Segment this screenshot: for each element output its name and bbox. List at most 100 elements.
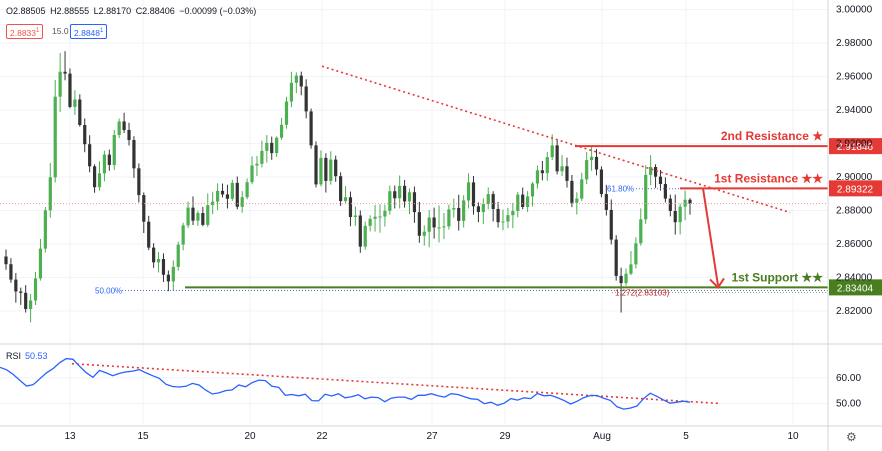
level-label: 1st Resistance ★★ [714,171,823,185]
candle-body [683,199,687,207]
candle-body [545,157,549,174]
candle-body [496,208,500,223]
candle-body [462,200,466,221]
candle-body [353,215,357,218]
candle-body [476,206,481,212]
candle-body [107,154,111,165]
time-tick-label: Aug [593,431,611,442]
candle-body [68,73,72,107]
candle-body [673,210,677,223]
candle-body [624,273,628,284]
candle-body [38,248,43,279]
candle-body [156,259,161,263]
candle-body [191,207,195,221]
candle-body [658,176,663,185]
settings-icon[interactable]: ⚙ [846,430,857,444]
candle-body [580,179,584,199]
candle-body [530,183,535,197]
candle-body [127,129,131,141]
candle-body [432,217,436,228]
candle-body [629,264,633,274]
candle-body [649,166,653,175]
candle-body [427,217,431,232]
candle-body [653,166,658,177]
candle-body [329,159,333,181]
candle-body [48,177,52,211]
candle-body [422,231,426,236]
overlays: 50.00% 61.80% 1.272(2.83103) 2nd Resistance… [0,65,882,405]
candle-body [594,156,599,170]
time-tick-label: 29 [499,431,511,442]
bid-chip[interactable]: 2.88331 [6,24,44,39]
candle-body [260,150,264,164]
candle-body [599,169,604,195]
price-tick-label: 2.92000 [836,139,873,150]
candle-body [339,176,343,202]
candle-body [570,180,574,203]
candle-body [491,194,495,209]
price-tick-label: 2.82000 [836,306,873,317]
candle-body [324,157,328,181]
candle-body [73,99,77,107]
price-tick-label: 2.96000 [836,72,873,83]
candle-body [24,292,28,310]
candle-body [393,191,397,199]
price-tick-label: 2.88000 [836,205,873,216]
candle-body [250,165,254,183]
level-price-text: 2.89322 [837,184,874,195]
candle-body [230,182,234,199]
candle-body [402,185,407,202]
candle-body [619,275,623,284]
candle-body [585,160,589,180]
time-tick-label: 5 [683,431,689,442]
candle-body [540,170,544,174]
candle-body [245,182,249,198]
time-tick-label: 13 [64,431,76,442]
candle-body [457,207,461,221]
candle-body [363,225,367,247]
projection-arrow-head [709,277,725,290]
candle-body [378,216,382,218]
candle-body [270,142,274,154]
candle-body [555,145,559,172]
ohlc-high: H2.88555 [50,6,90,16]
candle-body [639,219,643,244]
ohlc-low: L2.88170 [93,6,132,16]
candle-body [88,144,92,167]
price-tick-label: 2.84000 [836,272,873,283]
candle-body [452,207,456,210]
candle-body [97,173,102,188]
fib-1272-label: 1.272(2.83103) [615,288,670,297]
candle-body [319,157,323,185]
candle-body [186,207,190,226]
level-price-tag [829,279,882,296]
candle-body [535,170,540,184]
time-tick-label: 27 [426,431,438,442]
candle-body [4,256,8,265]
candle-body [181,225,185,245]
fib-50-label: 50.00% [95,286,122,295]
ohlc-readout: O2.88505 H2.88555 L2.88170 C2.88406 −0.0… [6,6,258,16]
candle-body [407,192,412,202]
price-tick-label: 2.90000 [836,172,873,183]
level-price-tag [829,138,882,155]
candle-body [644,174,648,220]
rsi-line [0,357,691,410]
candle-body [383,210,387,217]
candle-body [33,278,38,301]
candle-body [358,215,362,247]
candle-body [122,121,126,130]
ohlc-change: −0.00099 (−0.03%) [179,6,257,16]
candle-body [83,124,87,145]
candle-body [102,154,107,174]
ask-chip[interactable]: 2.88481 [70,24,108,39]
candle-body [14,279,18,292]
candle-body [516,194,520,211]
candle-body [176,244,180,267]
candle-body [304,86,308,112]
candle-body [166,274,170,282]
candle-body [526,196,530,207]
candle-body [501,221,505,223]
rsi-trendline [71,362,721,405]
candle-body [92,166,97,188]
